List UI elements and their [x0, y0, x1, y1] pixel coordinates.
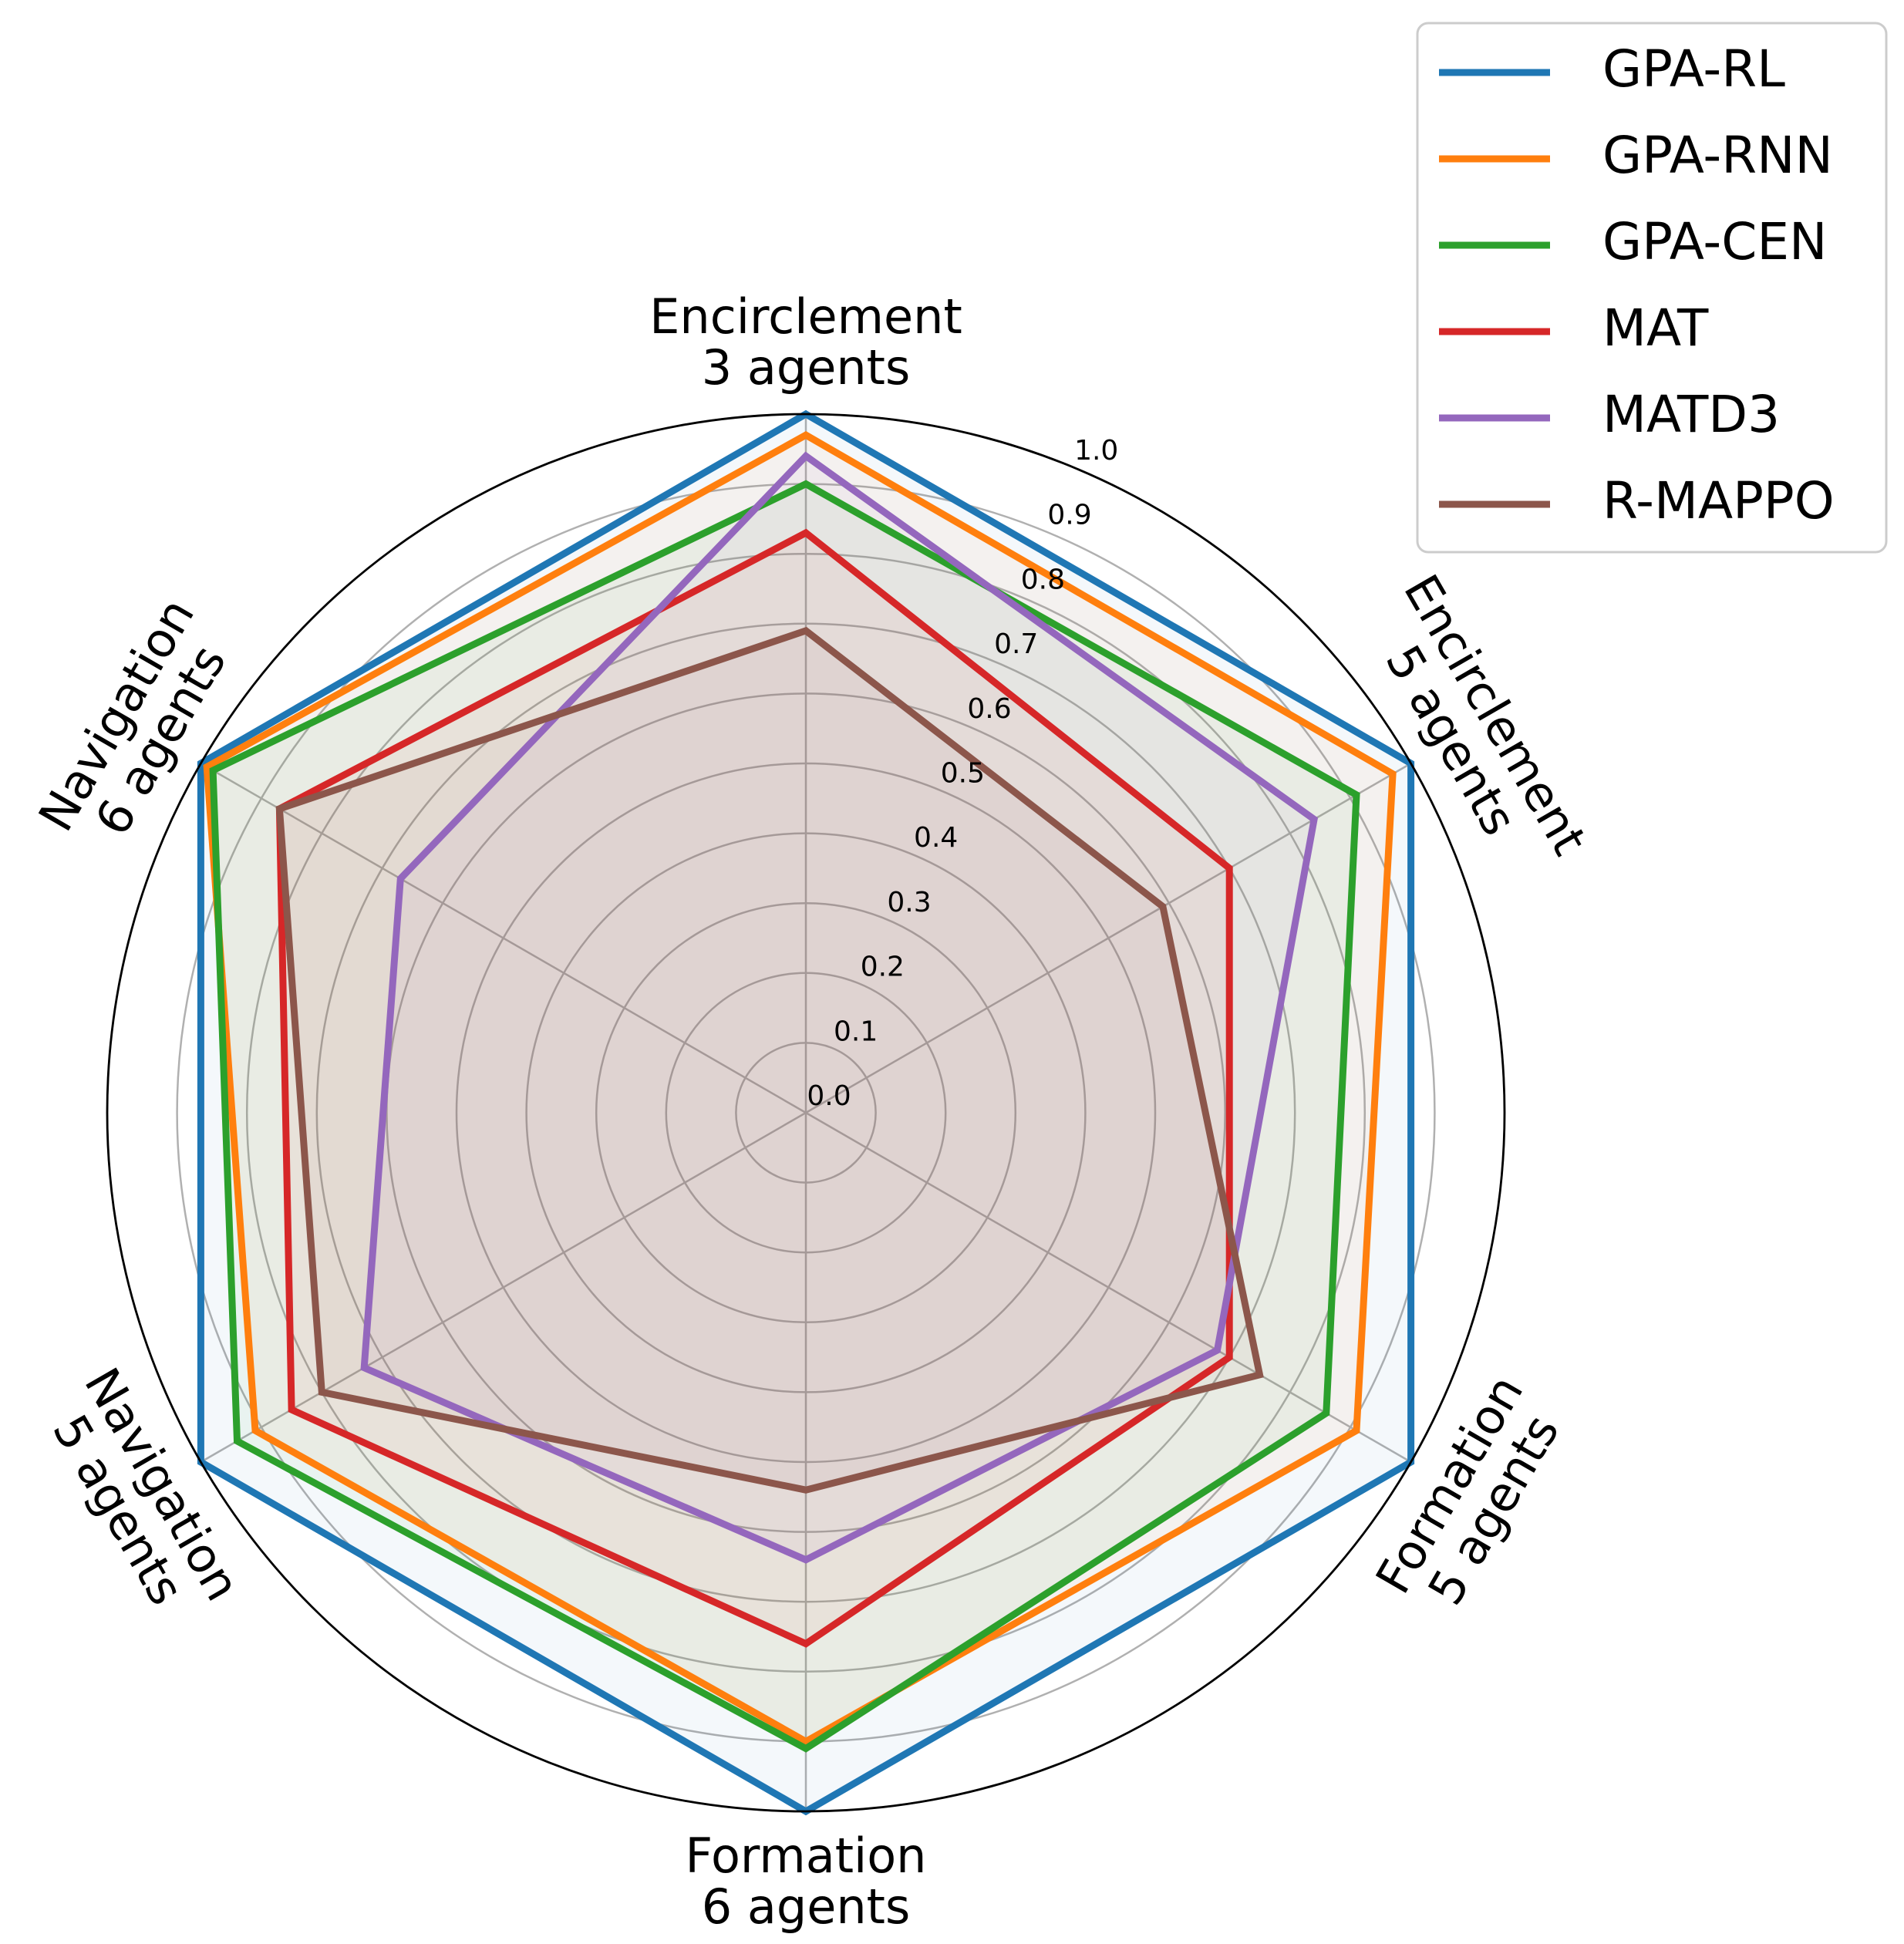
axis-label-agents: 3 agents — [702, 339, 911, 396]
axis-label-agents: 6 agents — [702, 1878, 911, 1935]
outer-circle — [106, 413, 1506, 1813]
radial-tick-label: 1.0 — [1074, 435, 1118, 467]
legend-label: GPA-RNN — [1602, 126, 1833, 185]
grid-spoke — [200, 1111, 807, 1464]
series-fill — [279, 630, 1260, 1491]
axis-label-task: Formation — [686, 1828, 927, 1884]
legend-label: GPA-RL — [1602, 39, 1785, 99]
radial-tick-label: 0.1 — [834, 1016, 878, 1047]
series-fill — [213, 483, 1357, 1749]
grid-spoke — [805, 1111, 1412, 1464]
series-fill — [364, 456, 1315, 1560]
legend: GPA-RL GPA-RNN GPA-CEN MAT MATD3 R-MAPPO — [1416, 22, 1888, 554]
radial-tick-label: 0.4 — [914, 822, 958, 854]
series-line — [209, 480, 1360, 1753]
radial-tick-label: 0.5 — [941, 757, 985, 789]
legend-label: GPA-CEN — [1602, 212, 1827, 271]
radial-tick-label: 0.9 — [1047, 500, 1091, 531]
grid-spoke — [805, 762, 1412, 1114]
axis-label-task: Encirclement — [649, 288, 962, 345]
series-fill — [201, 414, 1411, 1811]
radial-tick-labels: 0.0 0.1 0.2 0.3 0.4 0.5 0.6 0.7 0.8 0.9 1.0 — [807, 435, 1118, 1112]
radial-tick-label: 0.2 — [861, 952, 905, 983]
radial-tick-label: 0.6 — [967, 693, 1011, 725]
angular-spokes — [200, 414, 1412, 1811]
grid-spoke — [200, 762, 807, 1114]
series-line — [360, 451, 1319, 1564]
radial-tick-label: 0.8 — [1021, 564, 1065, 595]
outer-frame — [106, 413, 1506, 1813]
legend-label: MAT — [1602, 298, 1709, 358]
series-line — [275, 626, 1264, 1494]
series-fill — [279, 533, 1230, 1644]
radial-tick-label: 0.7 — [994, 628, 1038, 660]
legend-label: MATD3 — [1602, 385, 1780, 444]
series-line — [203, 431, 1397, 1746]
radial-tick-label: 0.3 — [887, 887, 931, 918]
legend-label: R-MAPPO — [1602, 471, 1835, 531]
radial-tick-label: 0.0 — [807, 1080, 851, 1112]
